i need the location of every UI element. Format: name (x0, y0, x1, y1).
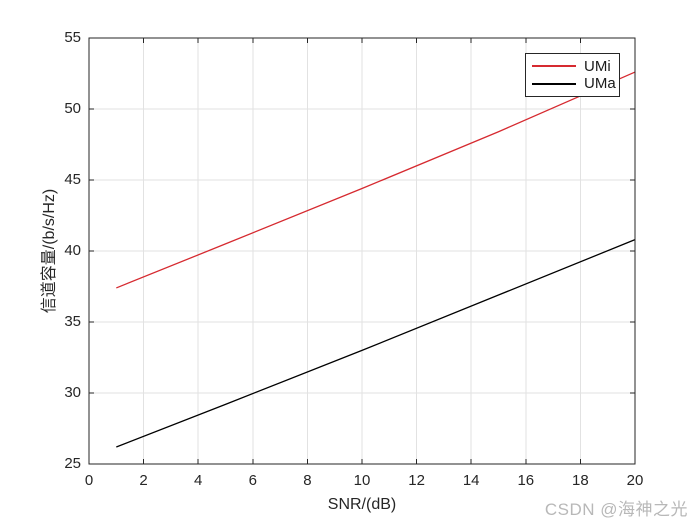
legend-line-sample-umi (532, 65, 576, 68)
x-tick-label-8: 8 (303, 472, 312, 489)
watermark: CSDN @海神之光 (544, 500, 688, 519)
x-tick-label-0: 0 (84, 472, 94, 489)
series-line-umi (116, 71, 636, 289)
legend-label-uma: UMa (584, 75, 616, 93)
x-tick-label-6: 6 (248, 472, 257, 489)
x-tick-label-20: 20 (626, 472, 644, 489)
y-tick-label-50: 50 (64, 100, 81, 117)
y-tick-label-30: 30 (64, 384, 81, 401)
x-tick-label-10: 10 (353, 472, 371, 489)
x-tick-label-12: 12 (408, 472, 425, 489)
legend-label-umi: UMi (584, 57, 611, 75)
x-tick-label-4: 4 (194, 472, 203, 489)
x-tick-label-18: 18 (572, 472, 589, 489)
x-tick-label-14: 14 (462, 472, 480, 489)
y-tick-label-40: 40 (64, 242, 81, 259)
x-tick-label-16: 16 (517, 472, 535, 489)
legend-line-sample-uma (532, 82, 576, 85)
series-line-uma (116, 239, 636, 448)
y-tick-label-45: 45 (64, 171, 81, 188)
y-axis-label: 信道容量/(b/s/Hz) (41, 188, 58, 314)
y-tick-label-25: 25 (64, 455, 81, 472)
plot-border (88, 37, 636, 465)
legend-item-uma: UMa (532, 75, 616, 93)
legend: UMi UMa (525, 53, 620, 97)
x-tick-label-2: 2 (139, 472, 148, 489)
legend-item-umi: UMi (532, 58, 613, 75)
x-axis-label: SNR/(dB) (327, 496, 397, 513)
y-tick-label-35: 35 (64, 313, 81, 330)
y-tick-label-55: 55 (64, 29, 81, 46)
